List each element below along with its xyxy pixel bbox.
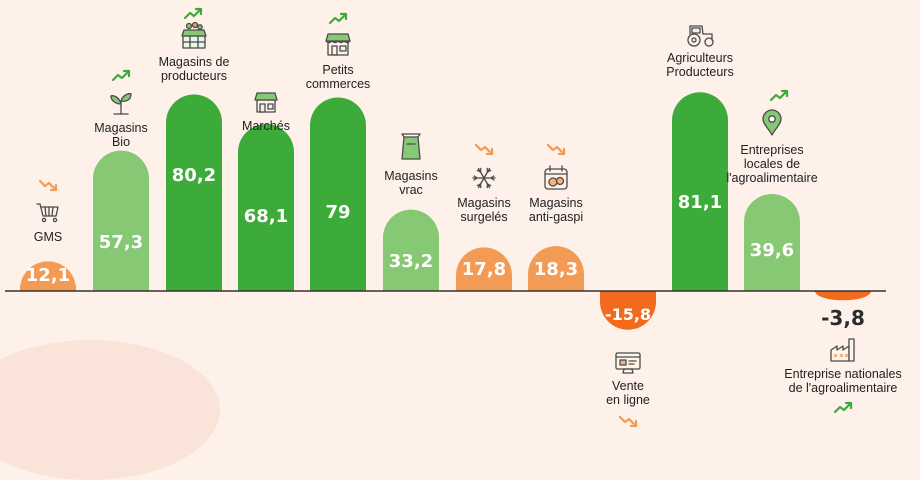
data-label-1: 12,1 xyxy=(26,265,70,286)
market-icon xyxy=(255,93,277,112)
factory-icon xyxy=(831,339,854,361)
category-label-12-line-2: de l'agroalimentaire xyxy=(789,381,898,395)
data-label-6: 33,2 xyxy=(389,251,433,272)
shop-icon xyxy=(326,34,350,55)
category-label-7-line-2: surgelés xyxy=(460,210,507,224)
location-pin-icon xyxy=(763,110,781,135)
category-label-2-line-1: Magasins xyxy=(94,121,148,135)
trend-up-arrow-icon-3 xyxy=(185,9,201,18)
trend-down-arrow-icon-1 xyxy=(40,181,56,190)
bar-5 xyxy=(310,97,366,291)
category-label-3-line-2: producteurs xyxy=(161,69,227,83)
snowflake-icon xyxy=(473,168,495,187)
market-stall-icon xyxy=(182,23,206,49)
category-label-7-line-1: Magasins xyxy=(457,196,511,210)
trend-up-arrow-icon-12 xyxy=(835,403,851,412)
category-label-5-line-1: Petits xyxy=(322,63,353,77)
trend-up-arrow-icon-11 xyxy=(771,91,787,100)
category-label-8-line-2: anti-gaspi xyxy=(529,210,583,224)
data-label-4: 68,1 xyxy=(244,206,288,227)
category-label-1-line-1: GMS xyxy=(34,230,62,244)
data-label-10: 81,1 xyxy=(678,192,722,213)
trend-up-arrow-icon-2 xyxy=(113,71,129,80)
category-label-3-line-1: Magasins de xyxy=(159,55,230,69)
category-label-10-line-1: Agriculteurs xyxy=(667,51,733,65)
online-shopping-icon xyxy=(616,353,640,373)
data-label-11: 39,6 xyxy=(750,240,794,261)
bar-12 xyxy=(815,291,871,300)
category-label-12-line-1: Entreprise nationales xyxy=(784,367,901,381)
data-label-8: 18,3 xyxy=(534,259,578,280)
bar-3 xyxy=(166,95,222,291)
data-label-5: 79 xyxy=(325,202,350,223)
anti-waste-icon xyxy=(545,166,567,189)
sprout-icon xyxy=(111,94,131,114)
trend-down-arrow-icon-9 xyxy=(620,417,636,426)
category-label-6-line-2: vrac xyxy=(399,183,423,197)
data-label-2: 57,3 xyxy=(99,232,143,253)
data-label-3: 80,2 xyxy=(172,165,216,186)
data-label-9: -15,8 xyxy=(605,305,651,324)
trend-down-arrow-icon-7 xyxy=(476,145,492,154)
category-label-6-line-1: Magasins xyxy=(384,169,438,183)
bar-2 xyxy=(93,151,149,291)
tractor-icon xyxy=(688,26,713,46)
category-label-9-line-2: en ligne xyxy=(606,393,650,407)
category-label-10-line-2: Producteurs xyxy=(666,65,733,79)
category-label-11-line-1: Entreprises xyxy=(740,143,803,157)
trend-down-arrow-icon-8 xyxy=(548,145,564,154)
category-label-4-line-1: Marchés xyxy=(242,119,290,133)
category-label-8-line-1: Magasins xyxy=(529,196,583,210)
category-label-2-line-2: Bio xyxy=(112,135,130,149)
category-label-11-line-2: locales de xyxy=(744,157,800,171)
data-label-7: 17,8 xyxy=(462,259,506,280)
data-label-12: -3,8 xyxy=(821,306,865,330)
bulk-bag-icon xyxy=(402,134,420,159)
trend-up-arrow-icon-5 xyxy=(330,14,346,23)
cart-icon xyxy=(37,204,58,222)
category-label-11-line-3: l'agroalimentaire xyxy=(726,171,817,185)
category-label-5-line-2: commerces xyxy=(306,77,371,91)
category-label-9-line-1: Vente xyxy=(612,379,644,393)
